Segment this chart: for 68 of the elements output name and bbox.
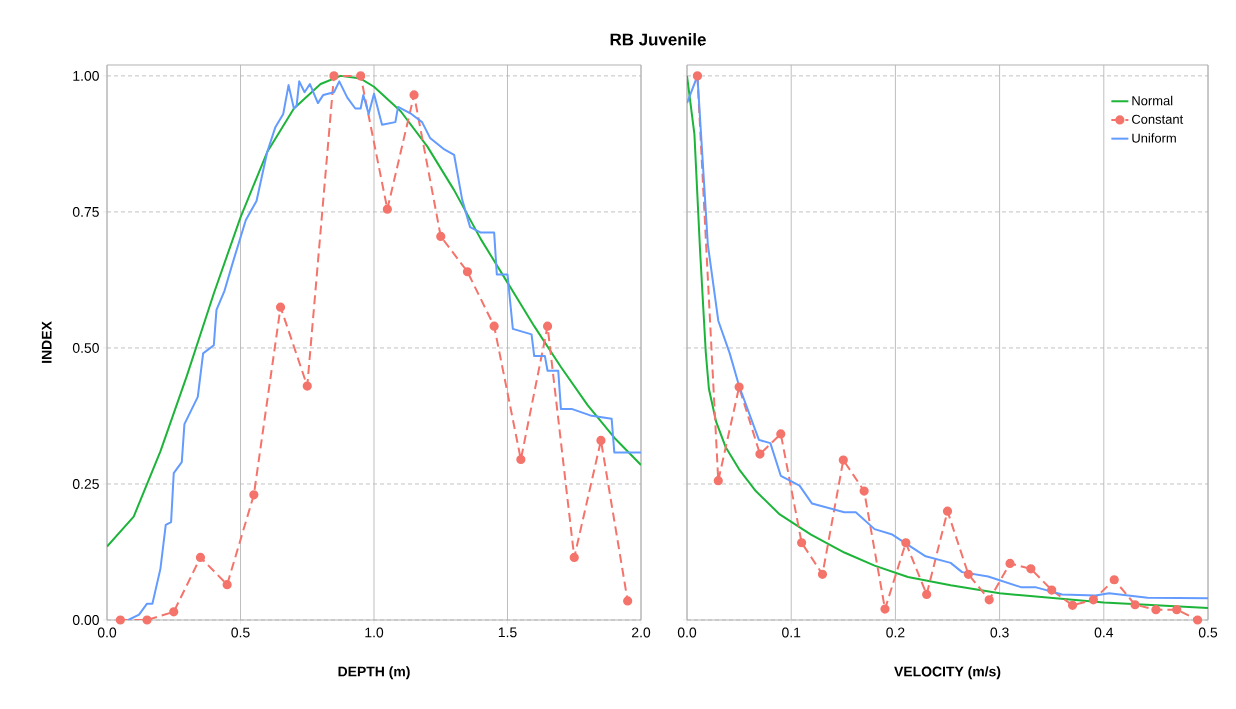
point [1151, 605, 1161, 615]
point [569, 552, 579, 563]
point [249, 490, 259, 500]
point [462, 267, 473, 277]
x-tick-label: 1.0 [365, 627, 384, 638]
point [817, 569, 828, 579]
point [734, 382, 744, 392]
point [1005, 558, 1015, 569]
point [382, 204, 392, 214]
point [516, 454, 526, 465]
point [984, 595, 994, 605]
y-tick-label: 0.00 [72, 615, 99, 625]
point [195, 552, 206, 563]
legend-label: Uniform [1132, 133, 1176, 143]
y-axis-title: INDEX [41, 321, 52, 363]
point [1067, 600, 1078, 610]
point [797, 538, 807, 548]
point [596, 435, 606, 446]
x-axis-title: DEPTH (m) [338, 666, 410, 680]
x-tick-label: 0.5 [1198, 627, 1218, 638]
chart-title: RB Juvenile [610, 33, 706, 46]
point [1088, 595, 1098, 605]
point [142, 615, 152, 625]
x-tick-label: 0.0 [97, 627, 117, 638]
point [859, 486, 869, 496]
point [489, 321, 499, 331]
x-tick-label: 1.5 [498, 627, 517, 638]
point [755, 449, 765, 459]
legend-label: Normal [1132, 95, 1173, 106]
x-tick-label: 2.0 [632, 627, 651, 638]
point [436, 231, 446, 241]
point [1109, 575, 1119, 585]
point [713, 476, 723, 486]
y-tick-label: 0.75 [72, 206, 99, 217]
point [1130, 600, 1140, 610]
y-tick-label: 0.25 [72, 479, 99, 489]
x-tick-label: 0.1 [782, 627, 801, 638]
point [115, 615, 125, 625]
point [692, 71, 703, 81]
point [356, 71, 366, 81]
point [1192, 615, 1203, 625]
point [329, 71, 339, 81]
x-tick-label: 0.0 [677, 627, 697, 638]
point [409, 90, 419, 100]
point [1172, 605, 1182, 615]
point [222, 580, 232, 590]
x-tick-label: 0.4 [1094, 627, 1114, 638]
x-tick-label: 0.5 [231, 627, 250, 638]
point [1026, 564, 1036, 574]
point [901, 538, 911, 548]
point [302, 381, 312, 391]
y-tick-label: 0.50 [72, 342, 99, 353]
point [963, 569, 973, 579]
point [942, 506, 953, 516]
point [880, 604, 890, 614]
point [776, 429, 786, 439]
x-axis-title: VELOCITY (m/s) [894, 666, 1001, 680]
x-tick-label: 0.2 [886, 627, 905, 638]
point [542, 321, 553, 331]
point [623, 596, 633, 606]
point [1047, 585, 1057, 595]
point [275, 302, 286, 312]
legend-label: Constant [1132, 114, 1184, 124]
point [838, 455, 848, 465]
point [169, 607, 179, 617]
point [922, 589, 932, 600]
x-tick-label: 0.3 [990, 627, 1009, 638]
y-tick-label: 1.00 [73, 70, 99, 81]
